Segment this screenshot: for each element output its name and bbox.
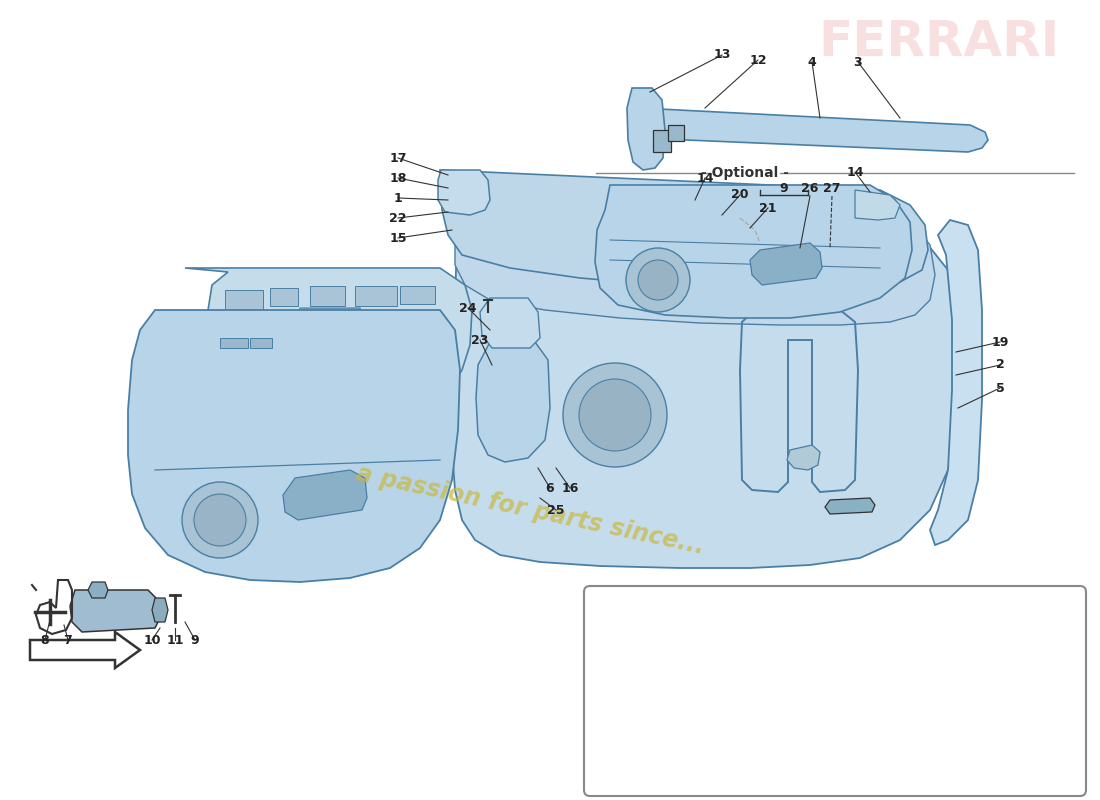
Circle shape <box>579 379 651 451</box>
Text: 9: 9 <box>780 182 789 194</box>
Text: 23: 23 <box>471 334 488 346</box>
Polygon shape <box>88 582 108 598</box>
Polygon shape <box>627 88 666 170</box>
Polygon shape <box>310 286 345 306</box>
Text: 19: 19 <box>991 335 1009 349</box>
Text: 11: 11 <box>166 634 184 646</box>
Text: 22: 22 <box>389 211 407 225</box>
Polygon shape <box>595 185 912 318</box>
Text: 27: 27 <box>823 182 840 194</box>
Text: 26: 26 <box>801 182 818 194</box>
Text: 9: 9 <box>190 634 199 646</box>
Polygon shape <box>630 108 988 152</box>
Polygon shape <box>452 185 962 568</box>
Polygon shape <box>220 338 248 348</box>
Text: 3: 3 <box>854 55 862 69</box>
Polygon shape <box>855 190 900 220</box>
Text: - Optional -: - Optional - <box>701 166 789 180</box>
Text: a passion for parts since...: a passion for parts since... <box>353 462 706 558</box>
Polygon shape <box>480 298 540 348</box>
Polygon shape <box>476 342 550 462</box>
Circle shape <box>638 260 678 300</box>
Text: 24: 24 <box>460 302 476 314</box>
Text: 21: 21 <box>759 202 777 214</box>
Polygon shape <box>400 286 434 304</box>
Text: 15: 15 <box>389 231 407 245</box>
Text: 18: 18 <box>389 171 407 185</box>
Polygon shape <box>440 170 928 290</box>
Text: 2: 2 <box>996 358 1004 371</box>
Text: 13: 13 <box>713 49 730 62</box>
Circle shape <box>626 248 690 312</box>
Polygon shape <box>270 288 298 306</box>
Polygon shape <box>226 290 263 312</box>
Polygon shape <box>438 170 490 215</box>
FancyBboxPatch shape <box>584 586 1086 796</box>
Polygon shape <box>355 286 397 306</box>
Text: 8: 8 <box>41 634 50 646</box>
Polygon shape <box>250 338 272 348</box>
Polygon shape <box>152 598 168 622</box>
Polygon shape <box>185 268 472 404</box>
Text: 7: 7 <box>64 634 73 646</box>
Text: 16: 16 <box>561 482 579 494</box>
Text: 10: 10 <box>143 634 161 646</box>
Text: 14: 14 <box>846 166 864 178</box>
Polygon shape <box>30 632 140 668</box>
Polygon shape <box>668 125 684 141</box>
Text: 25: 25 <box>548 503 564 517</box>
Polygon shape <box>930 220 982 545</box>
Text: FERRARI: FERRARI <box>818 18 1060 66</box>
Circle shape <box>194 494 246 546</box>
Polygon shape <box>290 308 370 360</box>
Text: 14: 14 <box>696 171 714 185</box>
Polygon shape <box>283 470 367 520</box>
Circle shape <box>563 363 667 467</box>
Polygon shape <box>786 445 820 470</box>
Circle shape <box>182 482 258 558</box>
Polygon shape <box>70 590 160 632</box>
Text: 1: 1 <box>394 191 403 205</box>
Text: 12: 12 <box>749 54 767 66</box>
Polygon shape <box>750 243 822 285</box>
Text: 20: 20 <box>732 189 749 202</box>
Polygon shape <box>455 185 935 325</box>
Polygon shape <box>825 498 874 514</box>
Text: 17: 17 <box>389 151 407 165</box>
Text: 6: 6 <box>546 482 554 494</box>
Polygon shape <box>128 310 460 582</box>
Text: 5: 5 <box>996 382 1004 394</box>
Polygon shape <box>653 130 671 152</box>
Text: 4: 4 <box>807 55 816 69</box>
